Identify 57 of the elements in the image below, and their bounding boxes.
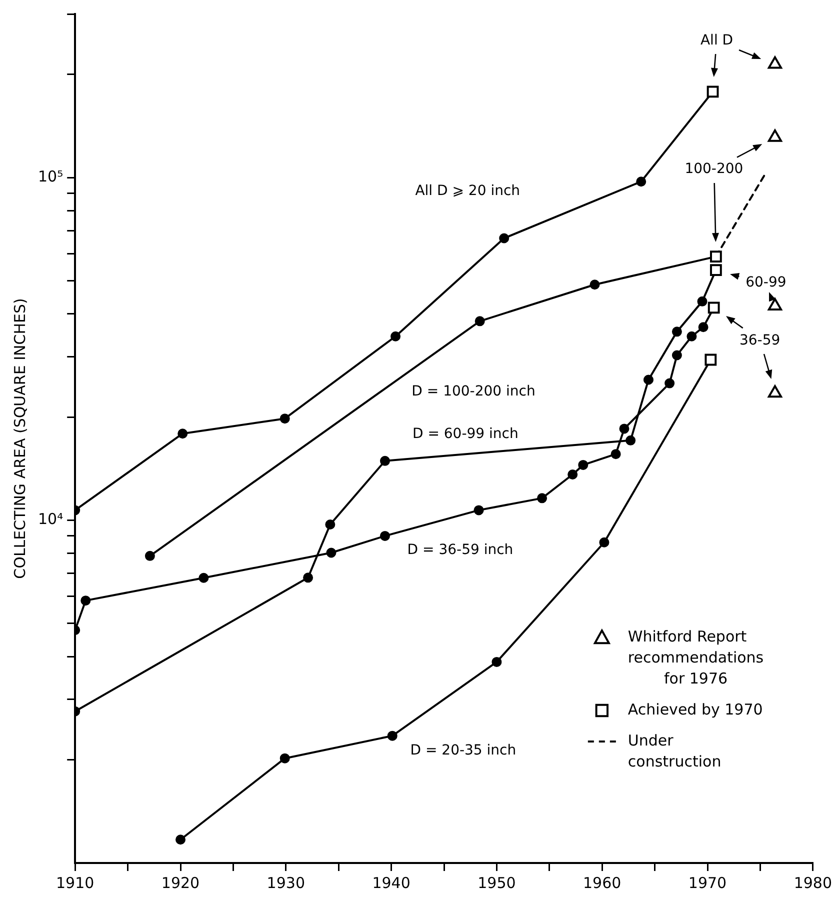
x-tick-label: 1970: [688, 874, 727, 892]
point: [178, 428, 188, 439]
point: [144, 550, 155, 561]
annotation: 36-59: [739, 332, 780, 348]
point: [672, 326, 682, 337]
point: [698, 322, 708, 332]
x-tick-label: 1940: [372, 874, 410, 892]
x-tick-label: 1980: [794, 874, 832, 892]
point: [390, 331, 401, 342]
annotation: All D: [700, 32, 734, 48]
point: [380, 530, 390, 541]
point: [537, 493, 548, 504]
point: [619, 424, 630, 434]
annotation: 60-99: [746, 274, 786, 291]
point: [626, 435, 636, 446]
point: [280, 753, 290, 764]
point: [176, 834, 186, 845]
point: [578, 460, 588, 470]
point: [474, 316, 485, 326]
point: [697, 296, 708, 306]
point: [636, 176, 646, 187]
point: [325, 519, 336, 530]
x-tick-label: 1950: [478, 874, 516, 892]
point: [499, 233, 510, 244]
point: [380, 456, 390, 466]
text: All D ⩾ 20 inch: [415, 183, 520, 200]
point: [280, 414, 290, 424]
series-label: D = 100-200 inch: [412, 383, 536, 400]
y-axis-title: COLLECTING AREA (SQUARE INCHES): [10, 298, 29, 579]
point: [599, 537, 610, 548]
point: [672, 350, 682, 360]
x-tick-label: 1960: [583, 874, 622, 892]
legend-label: Whitford Report recommendations for 1976: [628, 627, 764, 688]
point: [198, 572, 209, 583]
legend-label: Achieved by 1970: [628, 700, 763, 718]
annotation: 100-200: [684, 161, 744, 178]
legend-label: Under construction: [628, 731, 722, 770]
point: [326, 548, 336, 558]
y-tick-label: 10⁵: [38, 167, 64, 186]
point: [664, 378, 675, 388]
x-tick-label: 1920: [161, 874, 200, 892]
y-tick-label: 10⁴: [38, 510, 64, 528]
point: [474, 505, 484, 516]
point: [80, 596, 91, 606]
x-tick-label: 1930: [266, 874, 305, 892]
point: [643, 374, 654, 385]
x-tick-label: 1910: [56, 874, 94, 892]
point: [610, 449, 621, 460]
point: [492, 656, 502, 667]
point: [387, 730, 398, 741]
series-label: D = 60-99 inch: [412, 426, 518, 442]
point: [303, 572, 314, 583]
point: [568, 469, 578, 480]
series-label: D = 20-35 inch: [410, 742, 516, 759]
point: [590, 280, 600, 290]
point: [686, 331, 697, 342]
series-label: D = 36-59 inch: [407, 542, 514, 558]
